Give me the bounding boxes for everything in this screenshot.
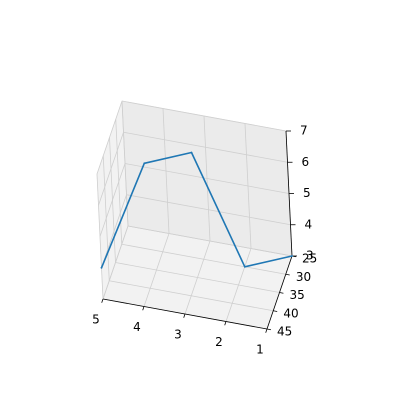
y-tick-label: 25 <box>302 252 317 266</box>
x-tick-label: 5 <box>92 312 100 326</box>
axis-panes <box>96 100 293 330</box>
z-tick-label: 7 <box>300 124 308 138</box>
x-tick <box>265 328 268 333</box>
data-point <box>243 265 246 268</box>
y-tick-label: 40 <box>283 307 298 321</box>
x-tick-label: 2 <box>215 335 223 349</box>
y-tick <box>285 273 290 276</box>
data-point <box>143 162 146 165</box>
grid-line-z-left <box>99 163 126 237</box>
grid-line-z-back <box>126 194 291 226</box>
grid-lines <box>96 100 293 330</box>
grid-line-z-back <box>123 131 288 163</box>
x-tick <box>224 321 227 326</box>
x-tick <box>142 306 145 311</box>
data-point <box>100 266 103 269</box>
grid-line-z-back <box>121 100 287 132</box>
y-tick <box>279 292 284 294</box>
z-tick-label: 6 <box>302 155 310 169</box>
grid-line-y-floor <box>115 262 280 293</box>
data-series <box>100 151 293 269</box>
x-tick-label: 3 <box>174 327 182 341</box>
x-tick <box>183 313 186 318</box>
y-tick-label: 30 <box>296 270 311 284</box>
x-tick-label: 1 <box>256 342 264 356</box>
grid-line-z-left <box>102 225 129 300</box>
z-tick-label: 4 <box>305 217 313 231</box>
y-tick <box>273 310 278 312</box>
y-tick <box>266 328 272 331</box>
data-point <box>190 151 193 154</box>
y-tick-label: 45 <box>277 325 292 339</box>
grid-line-y-floor <box>121 243 286 275</box>
x-tick <box>101 298 104 303</box>
grid-line-z-back <box>124 163 290 194</box>
z-tick-label: 3 <box>306 249 314 263</box>
grid-line-y-floor <box>109 280 274 312</box>
grid-line-z-left <box>96 100 123 175</box>
data-point <box>291 255 293 257</box>
z-tick-label: 5 <box>303 186 311 200</box>
grid-line-z-back <box>127 225 293 257</box>
grid-line-z-left <box>98 132 124 206</box>
y-tick-label: 35 <box>290 288 305 302</box>
x-tick-label: 4 <box>133 320 141 334</box>
